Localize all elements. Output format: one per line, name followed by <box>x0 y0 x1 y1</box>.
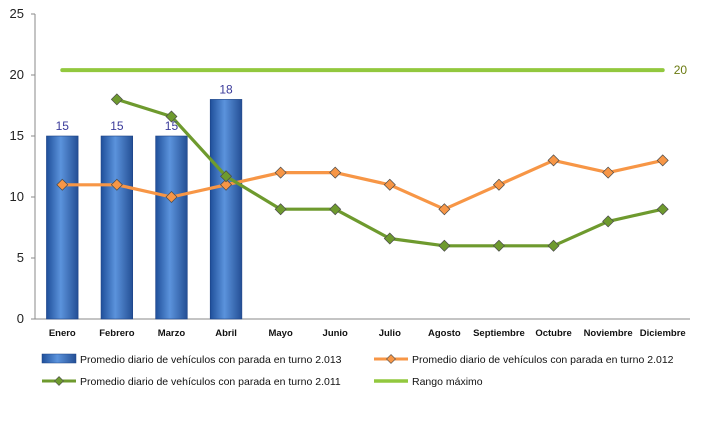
y-tick-label: 20 <box>10 67 24 82</box>
data-point-marker <box>110 178 123 191</box>
y-tick-label: 15 <box>10 128 24 143</box>
x-tick-label: Junio <box>323 328 349 339</box>
line-series-group <box>56 68 669 252</box>
data-point-marker <box>602 215 615 228</box>
data-point-marker <box>383 178 396 191</box>
data-point-marker <box>438 203 451 216</box>
bar-data-label: 15 <box>56 119 70 133</box>
legend-item: Promedio diario de vehículos con parada … <box>42 376 341 388</box>
data-point-marker <box>656 203 669 216</box>
data-point-marker <box>329 166 342 179</box>
axes-group: 0 5 10 15 20 25 Enero Febrero Marzo Abril Mayo Juni… <box>10 6 690 339</box>
data-point-marker <box>165 191 178 203</box>
x-tick-label: Febrero <box>99 328 135 339</box>
y-tick-label: 0 <box>17 311 24 326</box>
data-point-marker <box>274 203 287 216</box>
legend-label: Promedio diario de vehículos con parada … <box>80 354 342 366</box>
bar <box>155 135 188 320</box>
data-point-marker <box>602 166 615 179</box>
legend: Promedio diario de vehículos con parada … <box>41 353 674 388</box>
data-point-marker <box>329 203 342 216</box>
bar-data-label: 15 <box>110 119 124 133</box>
data-point-marker <box>383 232 396 245</box>
data-point-marker <box>547 154 560 167</box>
x-tick-label: Octubre <box>535 328 571 339</box>
x-tick-label: Marzo <box>158 328 186 339</box>
legend-swatch <box>41 353 77 364</box>
data-point-marker <box>165 110 178 123</box>
data-point-marker <box>438 239 451 252</box>
data-point-marker <box>492 239 505 252</box>
data-point-marker <box>274 166 287 179</box>
series-line <box>115 97 665 248</box>
legend-label: Promedio diario de vehículos con parada … <box>80 376 341 388</box>
y-tick-label: 5 <box>17 250 24 265</box>
data-point-marker <box>110 93 123 106</box>
bar <box>209 99 243 320</box>
bar-data-label: 18 <box>219 82 233 96</box>
data-point-marker <box>220 178 233 191</box>
legend-label: Promedio diario de vehículos con parada … <box>412 354 674 366</box>
bar-data-label: 15 <box>165 119 179 133</box>
range-data-label: 20 <box>674 63 688 77</box>
legend-item: Rango máximo <box>374 376 483 388</box>
legend-marker <box>386 354 396 364</box>
data-point-marker <box>656 154 669 167</box>
x-tick-label: Septiembre <box>473 328 525 339</box>
series-line <box>60 158 665 211</box>
legend-item: Promedio diario de vehículos con parada … <box>41 353 342 366</box>
x-tick-label: Diciembre <box>640 328 686 339</box>
bar-series-group <box>46 99 243 320</box>
x-tick-label: Mayo <box>268 328 292 339</box>
data-point-marker <box>547 239 560 252</box>
data-point-marker <box>492 178 505 191</box>
y-tick-label: 10 <box>10 189 24 204</box>
x-tick-label: Abril <box>215 328 237 339</box>
legend-label: Rango máximo <box>412 376 483 388</box>
bar <box>46 135 79 320</box>
y-tick-label: 25 <box>10 6 24 21</box>
data-labels-group: 15 15 15 18 20 <box>56 63 688 133</box>
x-tick-label: Enero <box>49 328 76 339</box>
x-tick-label: Julio <box>379 328 401 339</box>
bar <box>100 135 134 320</box>
legend-item: Promedio diario de vehículos con parada … <box>374 354 674 366</box>
x-tick-label: Agosto <box>428 328 461 339</box>
x-tick-label: Noviembre <box>584 328 633 339</box>
data-point-marker <box>220 170 233 183</box>
data-point-marker <box>56 178 69 191</box>
legend-marker <box>54 376 64 386</box>
